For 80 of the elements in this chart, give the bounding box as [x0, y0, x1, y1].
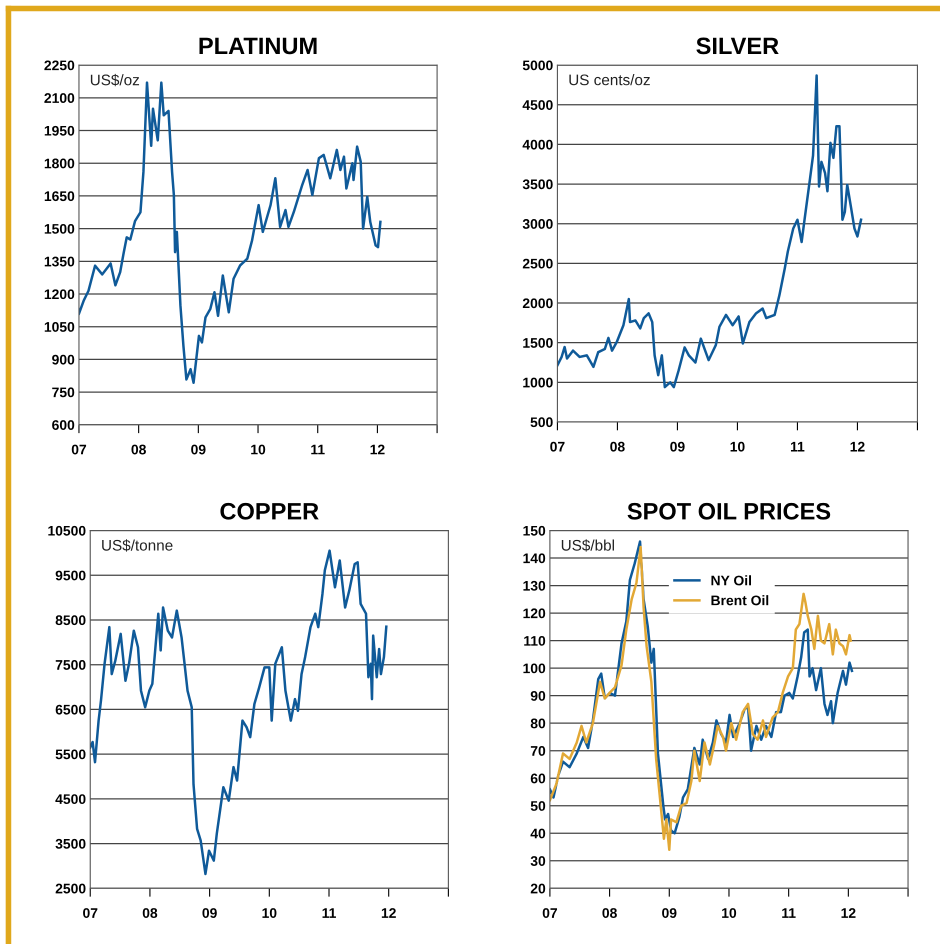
- x-tick-label: 12: [850, 442, 865, 452]
- x-tick-label: 07: [550, 442, 565, 452]
- line-series: [557, 74, 862, 388]
- y-tick-label: 30: [530, 856, 546, 866]
- y-tick-label: 130: [523, 580, 546, 591]
- y-tick-label: 3000: [522, 219, 553, 229]
- y-tick-label: 20: [530, 884, 546, 894]
- x-tick-label: 07: [83, 908, 98, 918]
- y-tick-label: 110: [524, 636, 546, 646]
- y-tick-label: 60: [530, 774, 546, 784]
- x-tick-label: 08: [131, 444, 146, 454]
- y-axis-title: US$/oz: [90, 74, 140, 86]
- x-tick-label: 11: [322, 908, 336, 918]
- y-axis-title: US$/bbl: [562, 539, 614, 552]
- y-tick-label: 7500: [56, 660, 86, 670]
- x-tick-label: 12: [370, 444, 385, 454]
- x-tick-label: 08: [142, 908, 158, 918]
- y-tick-label: 50: [530, 801, 546, 811]
- x-tick-label: 10: [730, 442, 745, 452]
- y-tick-label: 3500: [56, 838, 86, 849]
- y-tick-label: 2250: [44, 60, 74, 70]
- y-tick-label: 1800: [44, 158, 74, 168]
- x-tick-label: 12: [382, 908, 396, 918]
- y-tick-label: 3500: [522, 179, 553, 190]
- chart-title: SPOT OIL PRICES: [628, 502, 830, 520]
- y-tick-label: 150: [523, 526, 546, 536]
- y-tick-label: 600: [52, 420, 74, 430]
- x-tick-label: 09: [670, 442, 685, 452]
- y-tick-label: 1350: [44, 256, 74, 267]
- legend-label: NY Oil: [711, 575, 751, 586]
- x-tick-label: 09: [191, 444, 206, 454]
- y-tick-label: 2500: [522, 258, 553, 269]
- x-tick-label: 11: [311, 444, 325, 454]
- x-tick-label: 08: [602, 908, 617, 918]
- y-axis-title: US$/tonne: [102, 539, 172, 552]
- x-tick-label: 11: [790, 442, 804, 452]
- y-tick-label: 1050: [44, 322, 74, 332]
- y-tick-label: 750: [52, 387, 74, 398]
- y-tick-label: 1950: [44, 126, 74, 136]
- y-tick-label: 4500: [522, 100, 553, 110]
- x-tick-label: 07: [72, 444, 86, 454]
- y-tick-label: 1650: [44, 191, 74, 202]
- y-tick-label: 1200: [44, 289, 74, 300]
- y-tick-label: 5000: [522, 60, 553, 70]
- chart-title: COPPER: [220, 502, 319, 520]
- y-tick-label: 500: [530, 417, 553, 428]
- chart-title: SILVER: [696, 38, 779, 54]
- chart-title: PLATINUM: [199, 38, 317, 54]
- legend-label: Brent Oil: [711, 595, 768, 606]
- y-tick-label: 140: [523, 553, 546, 564]
- y-tick-label: 40: [530, 828, 546, 838]
- y-tick-label: 1500: [44, 224, 74, 234]
- x-tick-label: 07: [542, 908, 558, 918]
- x-tick-label: 09: [202, 908, 217, 918]
- y-tick-label: 4000: [522, 140, 553, 150]
- y-tick-label: 120: [523, 608, 546, 618]
- y-tick-label: 90: [530, 690, 546, 701]
- y-tick-label: 70: [530, 746, 546, 756]
- y-tick-label: 80: [530, 718, 546, 728]
- x-tick-label: 11: [782, 908, 796, 918]
- x-tick-label: 10: [722, 908, 736, 918]
- y-tick-label: 1000: [523, 378, 553, 388]
- x-tick-label: 08: [610, 442, 625, 452]
- x-tick-label: 09: [662, 908, 676, 918]
- y-tick-label: 9500: [56, 570, 86, 580]
- y-tick-label: 2500: [56, 884, 86, 894]
- y-tick-label: 2000: [522, 298, 553, 308]
- y-tick-label: 2100: [44, 93, 74, 103]
- x-tick-label: 10: [262, 908, 276, 918]
- y-tick-label: 900: [52, 354, 74, 365]
- y-tick-label: 8500: [56, 615, 86, 626]
- y-tick-label: 5500: [56, 749, 86, 760]
- y-tick-label: 1500: [523, 338, 553, 348]
- y-tick-label: 100: [523, 663, 546, 674]
- y-axis-title: US cents/oz: [569, 74, 650, 86]
- y-tick-label: 6500: [56, 704, 86, 715]
- y-tick-label: 4500: [55, 794, 86, 804]
- x-tick-label: 12: [842, 908, 856, 918]
- y-tick-label: 10500: [48, 526, 86, 536]
- x-tick-label: 10: [251, 444, 266, 454]
